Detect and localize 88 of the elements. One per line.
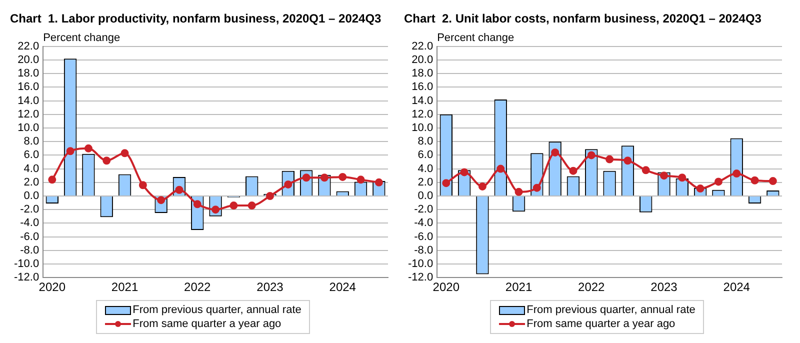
point [460,168,468,176]
y-tick-label: -8.0 [414,244,434,256]
point [248,202,256,210]
y-tick-label: 4.0 [418,162,434,175]
point [732,170,741,178]
y-tick-label: 22.0 [18,40,40,52]
y-tick-label: -10.0 [408,258,434,270]
y-tick-label: 18.0 [18,68,40,80]
x-tick-label: 2024 [723,280,750,294]
y-axis-title: Percent change [43,32,120,44]
chart-title: Chart 1. Labor productivity, nonfarm business, 2020Q1 – 2024Q3 [10,12,382,26]
y-tick-label: -2.0 [414,204,434,216]
point [266,192,274,200]
point [496,164,505,173]
x-tick-label: 2022 [578,280,606,294]
x-tick-label: 2023 [650,280,678,294]
y-tick-label: -12.0 [14,272,40,284]
point [478,182,486,190]
x-tick-label: 2021 [505,280,532,294]
legend-label: From same quarter a year ago [132,317,282,331]
point [120,149,129,158]
y-tick-label: 12.0 [412,108,434,120]
chart-title: Chart 2. Unit labor costs, nonfarm business, 2020Q1 – 2024Q3 [404,12,762,26]
point [374,178,383,186]
point [356,176,365,184]
point [768,177,777,186]
point [642,166,650,174]
y-tick-label: 16.0 [18,81,40,94]
point [587,151,596,160]
y-tick-label: -8.0 [20,244,40,256]
y-tick-label: 16.0 [412,81,434,94]
point [606,155,614,164]
legend-label: From previous quarter, annual rate [132,303,302,317]
x-tick-label: 2020 [432,280,460,294]
y-tick-label: -4.0 [414,217,434,230]
y-tick-label: 10.0 [412,122,434,134]
point [696,184,704,193]
point [442,179,450,188]
y-tick-label: -6.0 [414,230,434,243]
y-tick-label: 10.0 [18,122,40,134]
y-tick-label: 14.0 [412,94,434,107]
y-tick-label: -10.0 [14,258,40,270]
point [302,174,310,182]
point [660,172,668,180]
point [84,144,92,152]
point [66,147,74,156]
point [624,156,632,165]
point [320,174,328,182]
point [102,156,111,165]
x-tick-label: 2021 [111,280,138,294]
point [48,176,56,184]
y-tick-label: 2.0 [24,176,40,188]
legend-label: From previous quarter, annual rate [526,303,696,317]
y-tick-label: 4.0 [24,162,40,175]
y-tick-label: 14.0 [18,94,40,107]
x-tick-label: 2020 [38,280,66,294]
legend-label: From same quarter a year ago [526,317,676,331]
point [532,184,541,192]
point [678,174,686,182]
y-tick-label: 12.0 [18,108,40,120]
point [193,200,202,208]
point [230,202,238,210]
y-tick-label: 8.0 [418,136,434,148]
point [514,188,523,196]
y-tick-label: 0.0 [418,190,434,202]
y-axis-title: Percent change [437,32,514,44]
y-tick-label: 6.0 [418,149,434,162]
y-tick-label: -6.0 [20,230,40,243]
y-tick-label: -4.0 [20,217,40,230]
y-tick-label: 20.0 [18,54,40,66]
point [569,166,578,175]
point [714,178,722,186]
y-tick-label: -12.0 [408,272,434,284]
y-tick-label: 6.0 [24,149,40,162]
point [338,172,347,181]
x-tick-label: 2024 [329,280,356,294]
x-tick-label: 2022 [184,280,212,294]
point [138,181,147,190]
y-tick-label: 2.0 [418,176,434,188]
y-tick-label: 20.0 [412,54,434,66]
y-tick-label: 8.0 [24,136,40,148]
y-tick-label: 18.0 [412,68,434,80]
y-tick-label: -2.0 [20,204,40,216]
x-tick-label: 2023 [256,280,284,294]
point [750,176,759,184]
y-tick-label: 0.0 [24,190,40,202]
point [551,148,560,156]
y-tick-label: 22.0 [412,40,434,52]
